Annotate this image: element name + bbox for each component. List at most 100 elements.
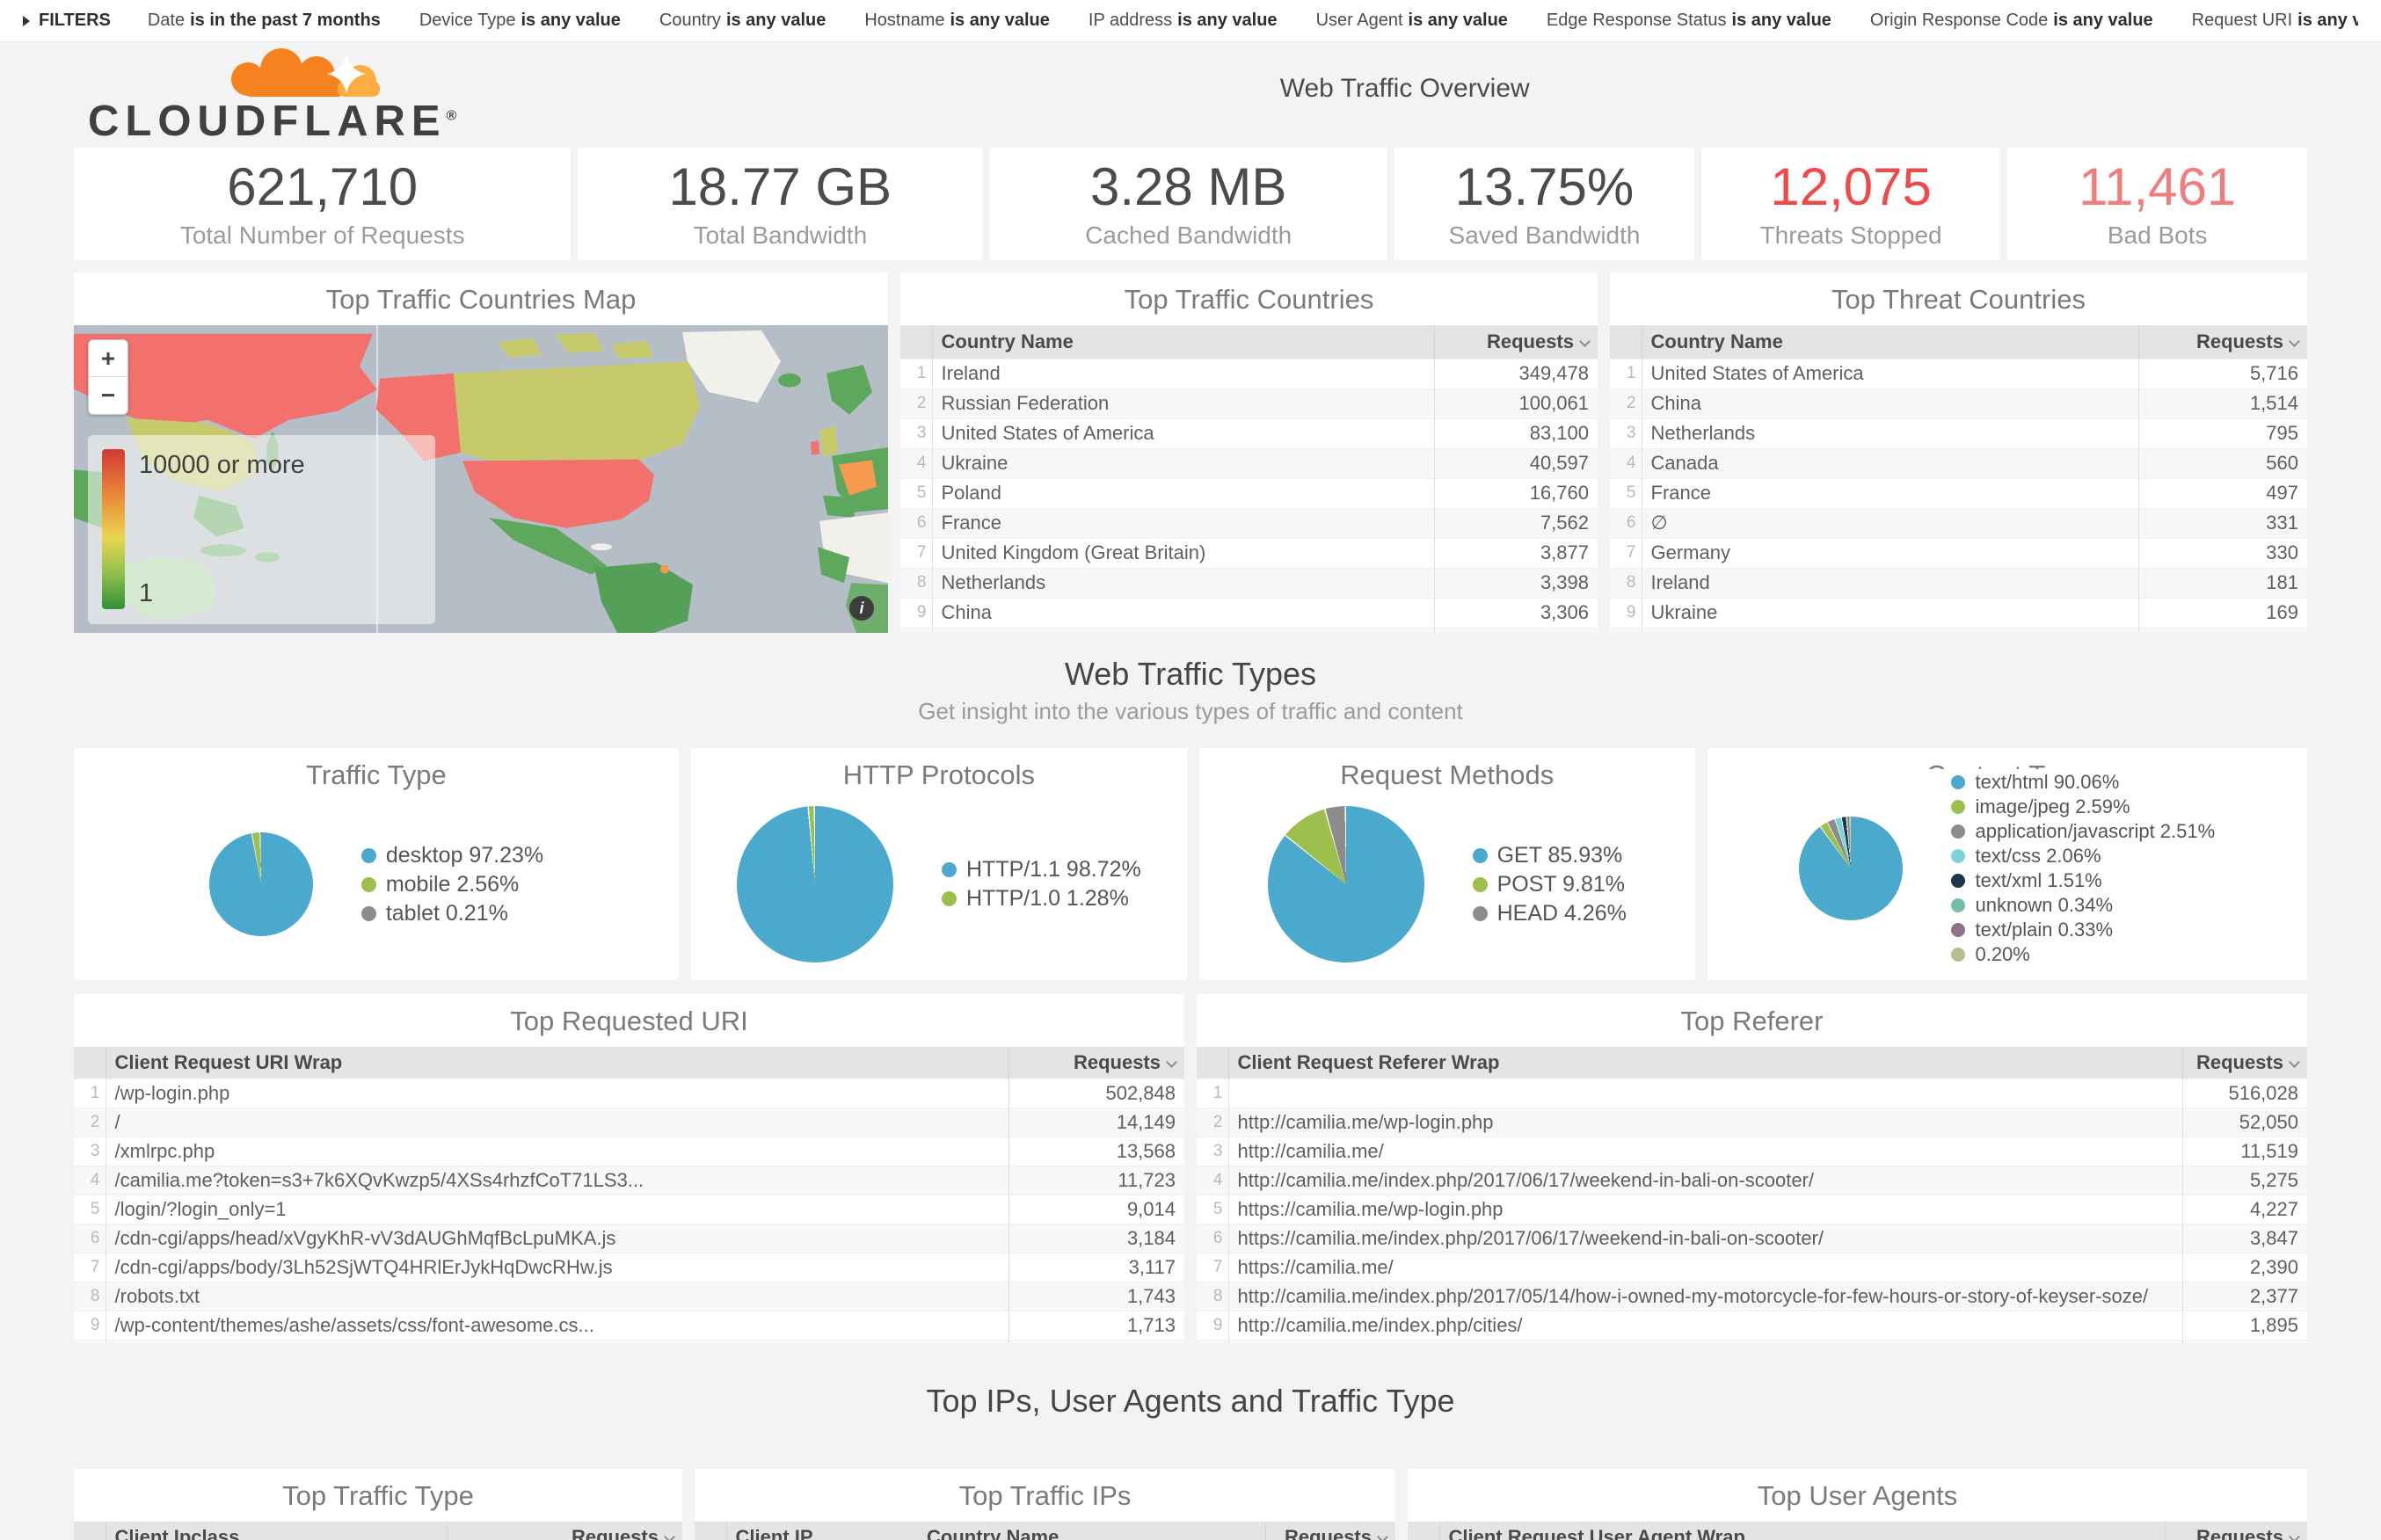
filter-item[interactable]: Country is any value bbox=[659, 11, 826, 31]
table-row[interactable]: 1 516,028 bbox=[1197, 1078, 2307, 1108]
dashboard-header: CLOUDFLARE® Web Traffic Overview bbox=[0, 42, 2381, 148]
requests-column-header[interactable]: Requests bbox=[1264, 1522, 1395, 1540]
table-row[interactable]: 3/xmlrpc.php 13,568 bbox=[74, 1136, 1184, 1166]
table-row[interactable]: 7 United Kingdom (Great Britain) 3,877 bbox=[900, 537, 1598, 568]
table-row[interactable]: 1 United States of America 5,716 bbox=[1610, 358, 2307, 389]
table-row[interactable]: 6 https://camilia.me/index.php/2017/06/17… bbox=[1197, 1223, 2307, 1253]
table-row[interactable]: 9 http://camilia.me/index.php/cities/1,89… bbox=[1197, 1310, 2307, 1340]
table-row[interactable]: 4 Canada 560 bbox=[1610, 447, 2307, 478]
country-name-column-header[interactable]: Country Name bbox=[932, 325, 1434, 359]
table-row[interactable]: 6 France 7,562 bbox=[900, 507, 1598, 538]
legend-item[interactable]: text/plain 0.33% bbox=[1951, 919, 2215, 941]
filter-item[interactable]: Origin Response Code is any value bbox=[1870, 11, 2153, 31]
filter-item[interactable]: Device Type is any value bbox=[419, 11, 621, 31]
cell: /xmlrpc.php bbox=[106, 1136, 1008, 1166]
legend-item[interactable]: 0.20% bbox=[1951, 943, 2215, 966]
requests-column-header[interactable]: Requests bbox=[1433, 325, 1598, 359]
map-container[interactable]: + − 10000 or more 1 i bbox=[74, 325, 888, 633]
legend-item[interactable]: HTTP/1.0 1.28% bbox=[942, 886, 1141, 912]
legend-item[interactable]: POST 9.81% bbox=[1472, 872, 1627, 897]
table-row[interactable]: 5 https://camilia.me/wp-login.php 4,227 bbox=[1197, 1194, 2307, 1224]
legend-item[interactable]: application/javascript 2.51% bbox=[1951, 820, 2215, 843]
filter-field: User Agent bbox=[1315, 11, 1403, 30]
user-agent-column-header[interactable]: Client Request User Agent Wrap bbox=[1439, 1522, 2165, 1540]
uri-column-header[interactable]: Client Request URI Wrap bbox=[106, 1047, 1008, 1079]
requests-column-header[interactable]: Requests bbox=[2181, 1047, 2307, 1079]
table-row[interactable]: 4/camilia.me?token=s3+7k6XQvKwzp5/4XSs4r… bbox=[74, 1165, 1184, 1195]
table-header-row: Client Request Referer Wrap Requests bbox=[1197, 1047, 2307, 1079]
zoom-out-button[interactable]: − bbox=[100, 381, 116, 409]
table-row[interactable]: 9/wp-content/themes/ashe/assets/css/font… bbox=[74, 1310, 1184, 1340]
table-row[interactable]: 1 Ireland 349,478 bbox=[900, 358, 1598, 389]
table-row[interactable]: 9 Ukraine 169 bbox=[1610, 597, 2307, 628]
table-row[interactable]: 6 ∅ 331 bbox=[1610, 507, 2307, 538]
country-name-column-header[interactable]: Country Name bbox=[1642, 325, 2138, 359]
filters-toggle[interactable]: FILTERS bbox=[23, 11, 111, 31]
table-row[interactable]: 5 France 497 bbox=[1610, 477, 2307, 508]
country-name-column-header[interactable]: Country Name bbox=[918, 1522, 1265, 1540]
table-row[interactable]: 2 China 1,514 bbox=[1610, 388, 2307, 418]
referer-column-header[interactable]: Client Request Referer Wrap bbox=[1228, 1047, 2182, 1079]
row-index: 1 bbox=[900, 358, 933, 389]
legend-item[interactable]: mobile 2.56% bbox=[360, 872, 543, 897]
ipclass-column-header[interactable]: Client Ipclass bbox=[106, 1522, 447, 1540]
legend-item[interactable]: HEAD 4.26% bbox=[1472, 901, 1627, 926]
table-row[interactable]: 10/wp-content/themes/ashe/style.css?ver=… bbox=[74, 1339, 1184, 1344]
table-row[interactable]: 3 Netherlands 795 bbox=[1610, 418, 2307, 448]
table-row[interactable]: 6/cdn-cgi/apps/head/xVgyKhR-vV3dAUGhMqfB… bbox=[74, 1223, 1184, 1253]
legend-item[interactable]: HTTP/1.1 98.72% bbox=[942, 857, 1141, 883]
legend-item[interactable]: text/css 2.06% bbox=[1951, 845, 2215, 868]
traffic-type-pie-chart[interactable] bbox=[208, 832, 313, 936]
country-usa bbox=[462, 459, 654, 528]
panel-title: Top User Agents bbox=[1757, 1480, 1958, 1511]
legend-item[interactable]: tablet 0.21% bbox=[360, 901, 543, 926]
table-row[interactable]: 3 http://camilia.me/11,519 bbox=[1197, 1136, 2307, 1166]
legend-item[interactable]: image/jpeg 2.59% bbox=[1951, 795, 2215, 818]
table-row[interactable]: 8 Netherlands 3,398 bbox=[900, 567, 1598, 598]
legend-item[interactable]: GET 85.93% bbox=[1472, 843, 1627, 868]
filter-value: is any value bbox=[2053, 11, 2153, 30]
table-row[interactable]: 8/robots.txt 1,743 bbox=[74, 1281, 1184, 1311]
table-row[interactable]: 2 Russian Federation 100,061 bbox=[900, 388, 1598, 418]
table-row[interactable]: 5 Poland 16,760 bbox=[900, 477, 1598, 508]
content-type-pie-chart[interactable] bbox=[1799, 817, 1904, 920]
legend-item[interactable]: unknown 0.34% bbox=[1951, 894, 2215, 917]
table-row[interactable]: 2/14,149 bbox=[74, 1107, 1184, 1137]
table-row[interactable]: 9 China 3,306 bbox=[900, 597, 1598, 628]
legend-item[interactable]: text/xml 1.51% bbox=[1951, 869, 2215, 892]
table-row[interactable]: 7 https://camilia.me/2,390 bbox=[1197, 1252, 2307, 1282]
map-info-icon[interactable]: i bbox=[849, 596, 874, 621]
legend-item[interactable]: text/html 90.06% bbox=[1951, 771, 2215, 794]
requests-column-header[interactable]: Requests bbox=[2137, 325, 2307, 359]
table-row[interactable]: 10Singapore159 bbox=[1610, 627, 2307, 633]
filter-item[interactable]: Edge Response Status is any value bbox=[1547, 11, 1831, 31]
table-row[interactable]: 8 Ireland 181 bbox=[1610, 567, 2307, 598]
filter-item[interactable]: Date is in the past 7 months bbox=[148, 11, 381, 31]
requests-column-header[interactable]: Requests bbox=[2164, 1522, 2307, 1540]
kpi-label: Total Number of Requests bbox=[179, 222, 465, 249]
http-protocols-pie-chart[interactable] bbox=[737, 806, 894, 962]
filter-item[interactable]: IP address is any value bbox=[1089, 11, 1278, 31]
table-row[interactable]: 2 http://camilia.me/wp-login.php 52,050 bbox=[1197, 1107, 2307, 1137]
client-ip-column-header[interactable]: Client IP bbox=[726, 1522, 918, 1540]
table-row[interactable]: 3 United States of America 83,100 bbox=[900, 418, 1598, 448]
table-row[interactable]: 1/wp-login.php 502,848 bbox=[74, 1078, 1184, 1108]
requests-column-header[interactable]: Requests bbox=[1008, 1047, 1184, 1079]
request-methods-pie-chart[interactable] bbox=[1267, 806, 1424, 962]
kpi-value: 13.75% bbox=[1454, 157, 1635, 216]
zoom-in-button[interactable]: + bbox=[89, 340, 127, 377]
table-row[interactable]: 5/login/?login_only=1 9,014 bbox=[74, 1194, 1184, 1224]
table-row[interactable]: 10http://camilia.me/index.php/about/1,47… bbox=[1197, 1339, 2307, 1344]
sort-desc-icon bbox=[2289, 335, 2300, 347]
table-row[interactable]: 4 Ukraine 40,597 bbox=[900, 447, 1598, 478]
table-row[interactable]: 7/cdn-cgi/apps/body/3Lh52SjWTQ4HRlErJykH… bbox=[74, 1252, 1184, 1282]
table-row[interactable]: 10Canada2,215 bbox=[900, 627, 1598, 633]
table-row[interactable]: 8 http://camilia.me/index.php/2017/05/14/… bbox=[1197, 1281, 2307, 1311]
requests-column-header[interactable]: Requests bbox=[446, 1522, 682, 1540]
filter-item[interactable]: Hostname is any value bbox=[864, 11, 1050, 31]
table-row[interactable]: 4 http://camilia.me/index.php/2017/06/17/… bbox=[1197, 1165, 2307, 1195]
table-row[interactable]: 7 Germany 330 bbox=[1610, 537, 2307, 568]
legend-item[interactable]: desktop 97.23% bbox=[360, 843, 543, 868]
filter-item[interactable]: User Agent is any value bbox=[1316, 11, 1508, 31]
